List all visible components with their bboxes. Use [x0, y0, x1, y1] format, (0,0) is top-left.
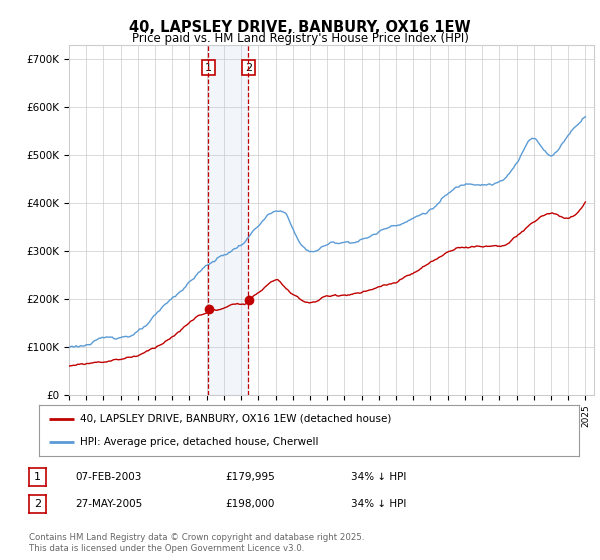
Text: 2: 2 [245, 63, 252, 73]
Text: HPI: Average price, detached house, Cherwell: HPI: Average price, detached house, Cher… [79, 437, 318, 447]
Text: £179,995: £179,995 [225, 472, 275, 482]
Text: £198,000: £198,000 [225, 499, 274, 509]
Text: 07-FEB-2003: 07-FEB-2003 [75, 472, 142, 482]
Text: 27-MAY-2005: 27-MAY-2005 [75, 499, 142, 509]
Bar [208, 45, 248, 395]
Text: 34% ↓ HPI: 34% ↓ HPI [351, 472, 406, 482]
Text: 2: 2 [34, 499, 41, 509]
Text: 1: 1 [205, 63, 212, 73]
Text: 40, LAPSLEY DRIVE, BANBURY, OX16 1EW (detached house): 40, LAPSLEY DRIVE, BANBURY, OX16 1EW (de… [79, 414, 391, 424]
Text: 40, LAPSLEY DRIVE, BANBURY, OX16 1EW: 40, LAPSLEY DRIVE, BANBURY, OX16 1EW [129, 20, 471, 35]
Text: 1: 1 [34, 472, 41, 482]
Text: Contains HM Land Registry data © Crown copyright and database right 2025.
This d: Contains HM Land Registry data © Crown c… [29, 533, 364, 553]
Text: Price paid vs. HM Land Registry's House Price Index (HPI): Price paid vs. HM Land Registry's House … [131, 32, 469, 45]
Text: 34% ↓ HPI: 34% ↓ HPI [351, 499, 406, 509]
